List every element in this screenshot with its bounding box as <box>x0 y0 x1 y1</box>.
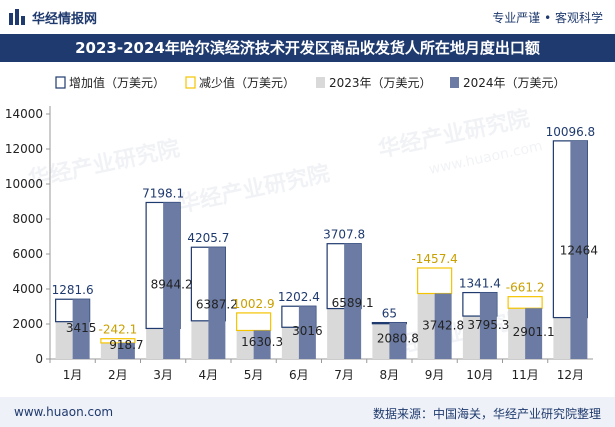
legend-label: 2024年（万美元） <box>463 76 566 90</box>
footer-website[interactable]: www.huaon.com <box>14 405 114 419</box>
x-tick-label: 5月 <box>244 368 264 382</box>
bar-2023 <box>508 296 526 359</box>
value-2024-label: 3016 <box>292 324 323 338</box>
legend-label: 增加值（万美元） <box>69 75 165 90</box>
bar-2023 <box>553 317 571 359</box>
y-tick-label: 6000 <box>12 247 43 261</box>
watermark-text: 华经产业研究院 <box>176 160 332 217</box>
bar-2024 <box>253 330 271 359</box>
x-tick-label: 3月 <box>153 368 173 382</box>
legend-swatch <box>55 76 66 89</box>
increase-value-label: 1202.4 <box>278 290 320 304</box>
y-tick-label: 12000 <box>5 142 43 156</box>
chart-bars <box>55 140 588 359</box>
bar-2023 <box>100 338 118 359</box>
increase-value-label: 1281.6 <box>52 283 94 297</box>
decrease-value-label: -1457.4 <box>411 252 457 266</box>
x-tick-label: 11月 <box>511 368 538 382</box>
legend-swatch <box>450 77 459 88</box>
bar-2023 <box>327 308 345 359</box>
value-2024-label: 3742.8 <box>422 319 464 333</box>
y-tick-label: 4000 <box>12 282 43 296</box>
title-bar: 2023-2024年哈尔滨经济技术开发区商品收发货人所在地月度出口额 <box>0 34 615 62</box>
bar-2023 <box>462 316 480 359</box>
y-tick-label: 0 <box>35 352 43 366</box>
value-2024-label: 12464 <box>560 243 598 257</box>
decrease-value-label: -242.1 <box>99 323 138 337</box>
brand-name: 华经情报网 <box>32 11 98 27</box>
footer-bar: www.huaon.com 数据来源：中国海关，华经产业研究院整理 <box>0 397 615 427</box>
bar-2024 <box>298 306 316 359</box>
bar-2024 <box>434 293 452 359</box>
y-tick-label: 10000 <box>5 177 43 191</box>
legend-label: 2023年（万美元） <box>329 76 432 90</box>
increase-value-label: 1341.4 <box>459 277 501 291</box>
bar-2024 <box>72 299 90 359</box>
bar-decrease <box>417 267 453 295</box>
increase-value-label: 65 <box>382 307 397 321</box>
bar-decrease <box>507 296 543 309</box>
value-2024-label: 8944.2 <box>151 278 193 292</box>
bar-2024 <box>163 202 181 359</box>
decrease-value-label: 1002.9 <box>233 297 275 311</box>
x-tick-label: 2月 <box>108 368 128 382</box>
bar-decrease <box>236 312 272 332</box>
decrease-value-label: -661.2 <box>506 281 545 295</box>
x-tick-label: 7月 <box>334 368 354 382</box>
chart-legend: 增加值（万美元） 减少值（万美元） 2023年（万美元） 2024年（万美元） <box>55 75 566 90</box>
bar-2024 <box>344 243 362 359</box>
bar-2023 <box>281 327 299 359</box>
y-tick-label: 8000 <box>12 212 43 226</box>
y-tick-label: 14000 <box>5 107 43 121</box>
legend-swatch <box>316 77 325 88</box>
x-tick-label: 4月 <box>199 368 219 382</box>
x-tick-label: 10月 <box>466 368 493 382</box>
value-2024-label: 6589.1 <box>332 296 374 310</box>
legend-label: 减少值（万美元） <box>199 75 295 90</box>
value-2024-label: 1630.3 <box>241 335 283 349</box>
value-2024-label: 918.7 <box>109 338 143 352</box>
bar-2024 <box>479 292 497 359</box>
brand-logo-icon <box>9 9 25 25</box>
x-tick-label: 1月 <box>63 368 83 382</box>
x-tick-label: 8月 <box>380 368 400 382</box>
x-tick-label: 12月 <box>557 368 584 382</box>
bar-2023 <box>146 328 164 359</box>
chart-axes: 0 2000 4000 6000 8000 10000 12000 14000 1月 2月 3月 4月… <box>5 106 593 382</box>
bar-2023 <box>55 321 73 359</box>
increase-value-label: 3707.8 <box>323 228 365 242</box>
x-tick-label: 9月 <box>425 368 445 382</box>
x-tick-label: 6月 <box>289 368 309 382</box>
value-2024-label: 3415 <box>66 321 97 335</box>
top-bar: 华经情报网 专业严谨 • 客观科学 <box>0 0 615 34</box>
increase-value-label: 4205.7 <box>187 231 229 245</box>
bar-2024 <box>117 342 135 359</box>
increase-value-label: 7198.1 <box>142 186 184 200</box>
bar-2023 <box>372 323 390 359</box>
increase-value-label: 10096.8 <box>546 125 596 139</box>
slogan: 专业严谨 • 客观科学 <box>492 11 603 25</box>
bar-2024 <box>570 140 588 359</box>
brand[interactable]: 华经情报网 <box>8 7 97 27</box>
bar-2024 <box>389 322 407 359</box>
bar-2024 <box>208 247 226 359</box>
value-2024-label: 6387.2 <box>196 298 238 312</box>
bar-2024 <box>525 308 543 359</box>
value-2024-label: 2080.8 <box>377 332 419 346</box>
bar-2023 <box>191 320 209 359</box>
value-2024-label: 3795.3 <box>467 318 509 332</box>
y-tick-label: 2000 <box>12 317 43 331</box>
value-2024-label: 2901.1 <box>513 325 555 339</box>
legend-swatch <box>185 76 196 89</box>
footer-source: 数据来源：中国海关，华经产业研究院整理 <box>372 407 601 421</box>
chart-title: 2023-2024年哈尔滨经济技术开发区商品收发货人所在地月度出口额 <box>75 39 540 57</box>
